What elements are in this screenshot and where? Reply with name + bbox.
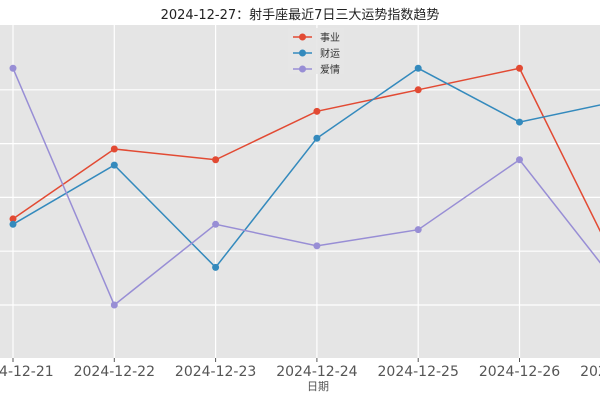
x-tick-label: 2024-12-23 [175, 364, 256, 380]
data-point [313, 107, 321, 115]
plot-area [0, 25, 600, 358]
x-tick-label: 2024-12-24 [276, 364, 357, 380]
data-point [110, 161, 118, 169]
data-point [516, 156, 523, 164]
x-tick-label: 2024-12-21 [0, 364, 54, 380]
data-point [414, 86, 422, 94]
chart-title: 2024-12-27：射手座最近7日三大运势指数趋势 [161, 7, 440, 23]
x-tick-label: 2024-12-26 [479, 364, 560, 380]
data-point [9, 215, 17, 223]
data-point [110, 145, 118, 153]
legend-label: 爱情 [320, 63, 340, 76]
x-tick-label: 2024-12-27 [580, 364, 600, 380]
data-point [313, 134, 321, 142]
data-point [110, 301, 118, 309]
data-point [313, 242, 321, 250]
data-point [212, 263, 220, 271]
legend-marker [299, 33, 306, 41]
data-point [516, 118, 523, 126]
data-point [212, 220, 220, 228]
legend-marker [299, 49, 306, 57]
legend-marker [299, 65, 306, 73]
x-tick-label: 2024-12-22 [74, 364, 155, 380]
legend-label: 事业 [320, 31, 340, 44]
data-point [9, 64, 17, 72]
x-axis-label: 日期 [307, 380, 329, 393]
x-tick-label: 2024-12-25 [378, 364, 459, 380]
data-point [212, 156, 220, 164]
data-point [414, 226, 422, 234]
legend-box [288, 28, 344, 74]
data-point [9, 220, 17, 228]
data-point [516, 64, 523, 72]
data-point [414, 64, 422, 72]
legend-label: 财运 [320, 47, 340, 60]
